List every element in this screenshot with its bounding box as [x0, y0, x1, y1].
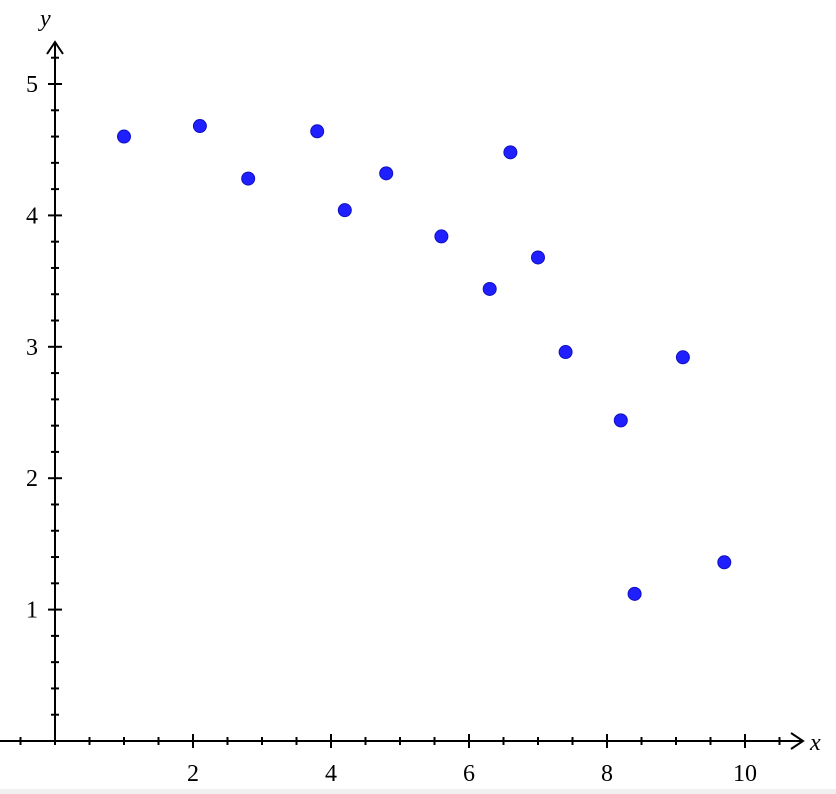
y-tick-label: 3: [26, 335, 38, 361]
data-points: [117, 119, 732, 601]
y-tick-label: 2: [26, 466, 38, 492]
x-tick-label: 8: [601, 761, 613, 787]
data-point: [434, 229, 449, 244]
x-tick-label: 4: [325, 761, 337, 787]
x-axis-arrow: [790, 732, 805, 750]
x-tick-label: 10: [733, 761, 757, 787]
x-tick-label: 2: [187, 761, 199, 787]
y-tick-label: 1: [26, 598, 38, 624]
data-point: [117, 129, 131, 144]
y-axis-label: y: [38, 6, 51, 32]
y-axis-arrow: [46, 40, 64, 55]
data-point: [379, 166, 394, 181]
data-point: [192, 119, 207, 134]
data-point: [613, 413, 628, 428]
x-axis-label: x: [809, 730, 821, 756]
y-tick-label: 4: [26, 203, 38, 229]
bottom-border: [0, 789, 836, 794]
data-point: [337, 203, 352, 218]
data-point: [531, 250, 545, 265]
y-tick-label: 5: [26, 72, 38, 98]
x-tick-label: 6: [463, 761, 475, 787]
data-point: [241, 171, 256, 186]
data-point: [717, 555, 732, 570]
data-point: [482, 281, 497, 296]
data-point: [627, 586, 642, 601]
data-point: [503, 145, 518, 160]
data-point: [310, 124, 325, 139]
data-point: [675, 350, 690, 365]
data-point: [558, 345, 573, 360]
